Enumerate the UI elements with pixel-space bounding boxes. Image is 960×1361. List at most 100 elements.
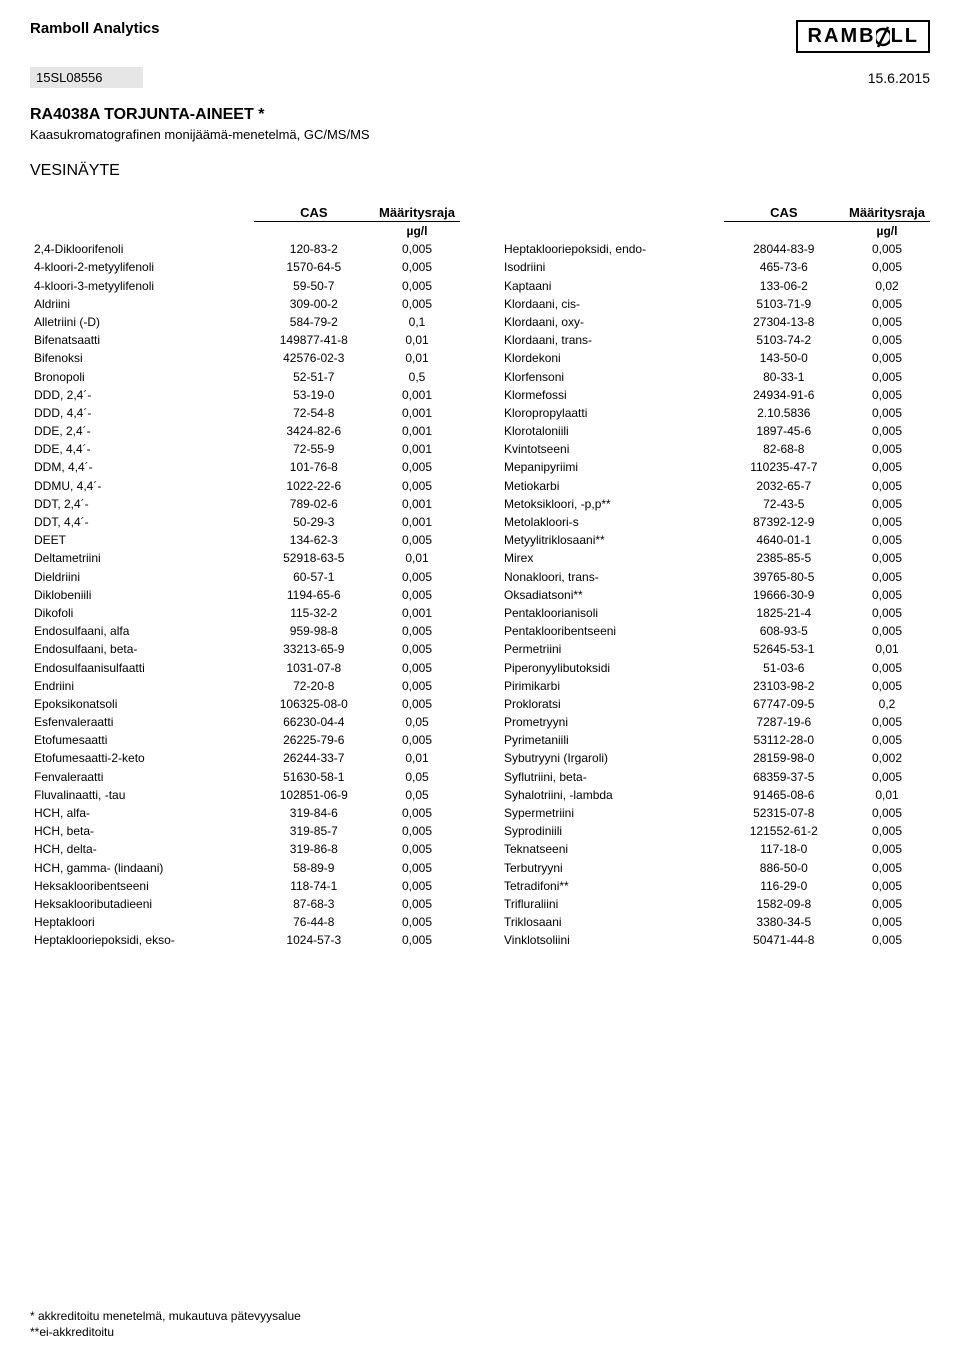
table-row: Endosulfaani, alfa959-98-80,005 <box>30 622 460 640</box>
limit-value: 0,01 <box>374 349 460 367</box>
table-row: DDD, 4,4´-72-54-80,001 <box>30 404 460 422</box>
cas-number: 2032-65-7 <box>724 477 844 495</box>
report-code: RA4038A TORJUNTA-AINEET * <box>30 106 930 124</box>
limit-value: 0,005 <box>844 240 930 258</box>
substance-name: Klordekoni <box>500 349 724 367</box>
table-row: Epoksikonatsoli106325-08-00,005 <box>30 695 460 713</box>
limit-value: 0,005 <box>844 677 930 695</box>
limit-value: 0,005 <box>374 804 460 822</box>
limit-value: 0,005 <box>844 368 930 386</box>
substance-name: Deltametriini <box>30 549 254 567</box>
limit-value: 0,5 <box>374 368 460 386</box>
table-row: Alletriini (-D)584-79-20,1 <box>30 313 460 331</box>
substance-name: HCH, alfa- <box>30 804 254 822</box>
cas-number: 52645-53-1 <box>724 640 844 658</box>
limit-value: 0,001 <box>374 422 460 440</box>
substances-table-right: CAS Määritysraja µg/l Heptaklooriepoksid… <box>500 204 930 950</box>
limit-value: 0,005 <box>844 531 930 549</box>
limit-value: 0,005 <box>374 531 460 549</box>
table-row: Klordekoni143-50-00,005 <box>500 349 930 367</box>
limit-value: 0,005 <box>844 586 930 604</box>
limit-value: 0,005 <box>374 277 460 295</box>
table-row: Klordaani, cis-5103-71-90,005 <box>500 295 930 313</box>
substance-name: DDM, 4,4´- <box>30 458 254 476</box>
substance-name: Klorfensoni <box>500 368 724 386</box>
substance-name: DDT, 2,4´- <box>30 495 254 513</box>
cas-number: 87392-12-9 <box>724 513 844 531</box>
limit-value: 0,005 <box>844 477 930 495</box>
limit-value: 0,005 <box>844 713 930 731</box>
limit-value: 0,05 <box>374 786 460 804</box>
substance-name: Bifenatsaatti <box>30 331 254 349</box>
limit-value: 0,01 <box>374 549 460 567</box>
substance-name: Nonakloori, trans- <box>500 568 724 586</box>
table-row: 4-kloori-2-metyylifenoli1570-64-50,005 <box>30 258 460 276</box>
table-row: HCH, gamma- (lindaani)58-89-90,005 <box>30 859 460 877</box>
substance-name: HCH, delta- <box>30 840 254 858</box>
cas-number: 102851-06-9 <box>254 786 374 804</box>
substance-name: Endosulfaani, alfa <box>30 622 254 640</box>
cas-number: 116-29-0 <box>724 877 844 895</box>
substance-name: Heksaklooribentseeni <box>30 877 254 895</box>
limit-value: 0,001 <box>374 386 460 404</box>
table-row: HCH, beta-319-85-70,005 <box>30 822 460 840</box>
cas-number: 3424-82-6 <box>254 422 374 440</box>
cas-number: 28159-98-0 <box>724 749 844 767</box>
company-name: Ramboll Analytics <box>30 20 159 37</box>
limit-value: 0,005 <box>844 731 930 749</box>
table-row: HCH, delta-319-86-80,005 <box>30 840 460 858</box>
cas-number: 72-54-8 <box>254 404 374 422</box>
cas-number: 59-50-7 <box>254 277 374 295</box>
substance-name: Klordaani, cis- <box>500 295 724 313</box>
table-row: Kvintotseeni82-68-80,005 <box>500 440 930 458</box>
substance-name: Pirimikarbi <box>500 677 724 695</box>
cas-number: 1825-21-4 <box>724 604 844 622</box>
cas-number: 2385-85-5 <box>724 549 844 567</box>
limit-value: 0,001 <box>374 604 460 622</box>
sample-id: 15SL08556 <box>30 67 143 88</box>
limit-value: 0,005 <box>844 568 930 586</box>
limit-value: 0,005 <box>844 313 930 331</box>
cas-number: 82-68-8 <box>724 440 844 458</box>
table-row: 2,4-Dikloorifenoli120-83-20,005 <box>30 240 460 258</box>
substance-name: Kvintotseeni <box>500 440 724 458</box>
cas-number: 465-73-6 <box>724 258 844 276</box>
cas-number: 60-57-1 <box>254 568 374 586</box>
limit-value: 0,005 <box>844 804 930 822</box>
table-row: Aldriini309-00-20,005 <box>30 295 460 313</box>
sample-type: VESINÄYTE <box>30 162 930 180</box>
limit-value: 0,005 <box>844 931 930 949</box>
substance-name: Klordaani, trans- <box>500 331 724 349</box>
cas-number: 27304-13-8 <box>724 313 844 331</box>
table-row: Pyrimetaniili53112-28-00,005 <box>500 731 930 749</box>
limit-value: 0,001 <box>374 404 460 422</box>
limit-value: 0,005 <box>374 840 460 858</box>
substance-name: 2,4-Dikloorifenoli <box>30 240 254 258</box>
cas-number: 1022-22-6 <box>254 477 374 495</box>
cas-number: 789-02-6 <box>254 495 374 513</box>
table-row: DDT, 4,4´-50-29-30,001 <box>30 513 460 531</box>
footnote-non-accredited: **ei-akkreditoitu <box>30 1325 301 1339</box>
limit-value: 0,01 <box>844 786 930 804</box>
table-row: Kaptaani133-06-20,02 <box>500 277 930 295</box>
col-header-cas: CAS <box>724 204 844 222</box>
cas-number: 23103-98-2 <box>724 677 844 695</box>
cas-number: 959-98-8 <box>254 622 374 640</box>
table-row: Heptaklooriepoksidi, endo-28044-83-90,00… <box>500 240 930 258</box>
cas-number: 3380-34-5 <box>724 913 844 931</box>
cas-number: 121552-61-2 <box>724 822 844 840</box>
limit-value: 0,005 <box>844 404 930 422</box>
substance-name: Esfenvaleraatti <box>30 713 254 731</box>
substance-name: Etofumesaatti-2-keto <box>30 749 254 767</box>
limit-value: 0,005 <box>374 295 460 313</box>
table-row: Syprodiniili121552-61-20,005 <box>500 822 930 840</box>
substance-name: Alletriini (-D) <box>30 313 254 331</box>
substance-name: Pentakloorianisoli <box>500 604 724 622</box>
table-row: Dikofoli115-32-20,001 <box>30 604 460 622</box>
cas-number: 42576-02-3 <box>254 349 374 367</box>
table-row: Sypermetriini52315-07-80,005 <box>500 804 930 822</box>
table-row: DDMU, 4,4´-1022-22-60,005 <box>30 477 460 495</box>
company-logo: RAMB LL <box>796 20 930 53</box>
limit-value: 0,005 <box>844 549 930 567</box>
table-row: Bronopoli52-51-70,5 <box>30 368 460 386</box>
